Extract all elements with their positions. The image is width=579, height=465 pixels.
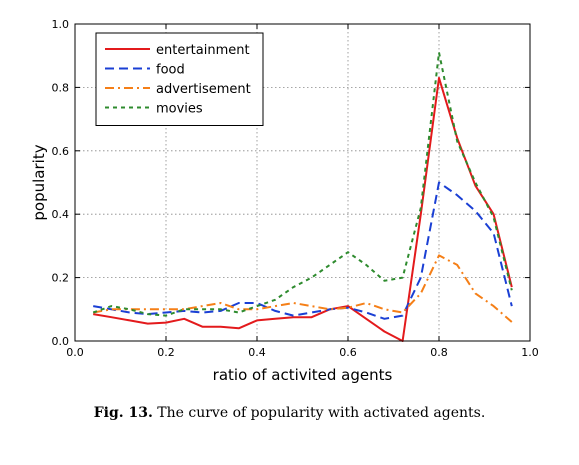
legend-label-movies: movies <box>156 102 203 117</box>
axis-ticks: 0.0 0.2 0.4 0.6 0.8 1.0 0.0 0.2 0.4 0.6 0.8 1.0 <box>52 18 539 359</box>
y-tick-label: 1.0 <box>52 18 70 31</box>
x-tick-label: 0.4 <box>248 346 266 359</box>
legend-label-entertainment: entertainment <box>156 43 250 58</box>
legend-label-food: food <box>156 63 185 78</box>
series-line-food <box>93 181 513 320</box>
x-tick-label: 0.0 <box>66 346 84 359</box>
caption-text: The curve of popularity with activated a… <box>157 405 486 421</box>
caption-label: Fig. 13. <box>93 405 153 421</box>
y-tick-label: 0.2 <box>52 272 70 285</box>
legend-label-advertisement: advertisement <box>156 82 251 97</box>
x-tick-label: 1.0 <box>521 346 539 359</box>
series-lines <box>92 51 513 342</box>
x-tick-label: 0.8 <box>430 346 448 359</box>
series-line-advertisement <box>93 254 513 323</box>
y-tick-label: 0.4 <box>52 208 70 221</box>
series-line-entertainment <box>93 76 513 342</box>
figure-caption: Fig. 13. The curve of popularity with ac… <box>0 405 579 421</box>
y-tick-label: 0.6 <box>52 145 70 158</box>
plot-frame <box>74 23 531 342</box>
legend: entertainment food advertisement movies <box>95 32 264 126</box>
x-tick-label: 0.6 <box>339 346 357 359</box>
y-tick-label: 0.8 <box>52 81 70 94</box>
y-axis-title: popularity <box>30 144 48 220</box>
y-tick-label: 0.0 <box>52 335 70 348</box>
line-chart: 0.0 0.2 0.4 0.6 0.8 1.0 0.0 0.2 0.4 0.6 0.8 1.0 rat… <box>30 18 539 384</box>
x-tick-label: 0.2 <box>157 346 175 359</box>
x-axis-title: ratio of activited agents <box>213 366 393 384</box>
